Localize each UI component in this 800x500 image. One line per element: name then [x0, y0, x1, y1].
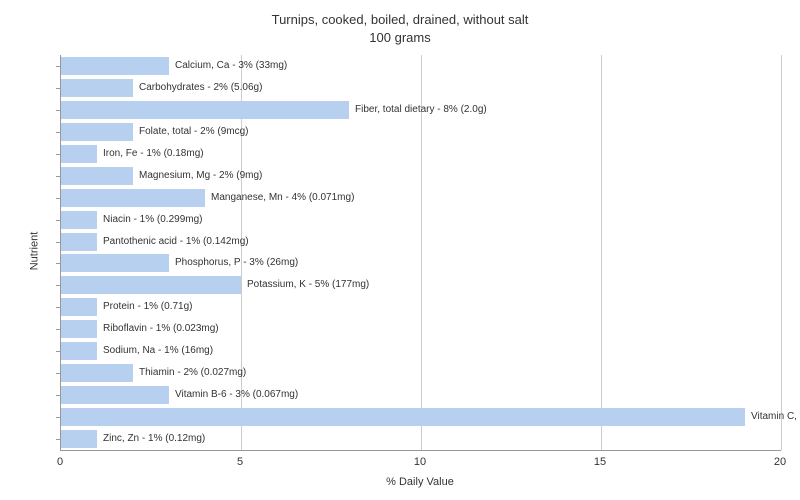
- y-tick: [56, 154, 61, 155]
- nutrient-bar: [61, 276, 241, 294]
- bar-row: Zinc, Zn - 1% (0.12mg): [61, 428, 781, 450]
- y-tick: [56, 66, 61, 67]
- bar-row: Calcium, Ca - 3% (33mg): [61, 55, 781, 77]
- nutrient-chart: Turnips, cooked, boiled, drained, withou…: [0, 0, 800, 500]
- nutrient-bar: [61, 342, 97, 360]
- y-tick: [56, 439, 61, 440]
- nutrient-bar: [61, 189, 205, 207]
- chart-title-line2: 100 grams: [0, 30, 800, 45]
- y-tick: [56, 110, 61, 111]
- nutrient-bar: [61, 79, 133, 97]
- nutrient-bar-label: Fiber, total dietary - 8% (2.0g): [355, 104, 487, 115]
- nutrient-bar: [61, 386, 169, 404]
- nutrient-bar-label: Protein - 1% (0.71g): [103, 301, 193, 312]
- y-tick: [56, 285, 61, 286]
- nutrient-bar: [61, 254, 169, 272]
- nutrient-bar: [61, 167, 133, 185]
- bar-row: Manganese, Mn - 4% (0.071mg): [61, 187, 781, 209]
- nutrient-bar-label: Vitamin B-6 - 3% (0.067mg): [175, 389, 298, 400]
- nutrient-bar: [61, 123, 133, 141]
- bar-row: Fiber, total dietary - 8% (2.0g): [61, 99, 781, 121]
- nutrient-bar: [61, 298, 97, 316]
- nutrient-bar: [61, 364, 133, 382]
- nutrient-bar-label: Folate, total - 2% (9mcg): [139, 126, 248, 137]
- bar-row: Folate, total - 2% (9mcg): [61, 121, 781, 143]
- y-tick: [56, 176, 61, 177]
- nutrient-bar-label: Carbohydrates - 2% (5.06g): [139, 82, 262, 93]
- nutrient-bar-label: Manganese, Mn - 4% (0.071mg): [211, 192, 354, 203]
- x-tick-label: 20: [765, 456, 795, 468]
- y-tick: [56, 242, 61, 243]
- x-tick-label: 15: [585, 456, 615, 468]
- plot-area: Calcium, Ca - 3% (33mg) Carbohydrates - 2…: [60, 55, 781, 451]
- y-tick: [56, 132, 61, 133]
- bar-row: Carbohydrates - 2% (5.06g): [61, 77, 781, 99]
- bar-row: Niacin - 1% (0.299mg): [61, 209, 781, 231]
- nutrient-bar-label: Niacin - 1% (0.299mg): [103, 214, 202, 225]
- nutrient-bar: [61, 233, 97, 251]
- y-tick: [56, 395, 61, 396]
- x-tick-label: 5: [225, 456, 255, 468]
- bar-row: Riboflavin - 1% (0.023mg): [61, 318, 781, 340]
- bar-row: Sodium, Na - 1% (16mg): [61, 340, 781, 362]
- bar-row: Magnesium, Mg - 2% (9mg): [61, 165, 781, 187]
- nutrient-bar: [61, 320, 97, 338]
- nutrient-bar-label: Thiamin - 2% (0.027mg): [139, 367, 246, 378]
- nutrient-bar-label: Vitamin C, total ascorbic acid - 19% (11…: [751, 411, 800, 422]
- y-tick: [56, 373, 61, 374]
- bar-row: Thiamin - 2% (0.027mg): [61, 362, 781, 384]
- nutrient-bar-label: Riboflavin - 1% (0.023mg): [103, 323, 219, 334]
- nutrient-bar-label: Magnesium, Mg - 2% (9mg): [139, 170, 262, 181]
- gridline: [781, 55, 782, 450]
- nutrient-bar: [61, 145, 97, 163]
- nutrient-bar-label: Sodium, Na - 1% (16mg): [103, 345, 213, 356]
- y-tick: [56, 351, 61, 352]
- bar-row: Vitamin B-6 - 3% (0.067mg): [61, 384, 781, 406]
- nutrient-bar-label: Iron, Fe - 1% (0.18mg): [103, 148, 204, 159]
- y-tick: [56, 88, 61, 89]
- y-tick: [56, 220, 61, 221]
- nutrient-bar-label: Zinc, Zn - 1% (0.12mg): [103, 433, 205, 444]
- y-axis-label: Nutrient: [28, 231, 40, 270]
- nutrient-bar-label: Potassium, K - 5% (177mg): [247, 279, 369, 290]
- nutrient-bar: [61, 57, 169, 75]
- chart-title-line1: Turnips, cooked, boiled, drained, withou…: [0, 12, 800, 27]
- y-tick: [56, 329, 61, 330]
- x-tick-label: 0: [45, 456, 75, 468]
- bar-row: Potassium, K - 5% (177mg): [61, 274, 781, 296]
- nutrient-bar: [61, 101, 349, 119]
- nutrient-bar-label: Phosphorus, P - 3% (26mg): [175, 257, 298, 268]
- bar-row: Protein - 1% (0.71g): [61, 296, 781, 318]
- x-axis-label: % Daily Value: [60, 476, 780, 488]
- bar-row: Vitamin C, total ascorbic acid - 19% (11…: [61, 406, 781, 428]
- y-tick: [56, 263, 61, 264]
- nutrient-bar-label: Calcium, Ca - 3% (33mg): [175, 60, 287, 71]
- bar-row: Pantothenic acid - 1% (0.142mg): [61, 231, 781, 253]
- nutrient-bar-label: Pantothenic acid - 1% (0.142mg): [103, 236, 249, 247]
- bar-row: Phosphorus, P - 3% (26mg): [61, 253, 781, 275]
- nutrient-bar: [61, 211, 97, 229]
- y-tick: [56, 198, 61, 199]
- bar-row: Iron, Fe - 1% (0.18mg): [61, 143, 781, 165]
- y-tick: [56, 307, 61, 308]
- x-tick-label: 10: [405, 456, 435, 468]
- nutrient-bar: [61, 408, 745, 426]
- y-tick: [56, 417, 61, 418]
- nutrient-bar: [61, 430, 97, 448]
